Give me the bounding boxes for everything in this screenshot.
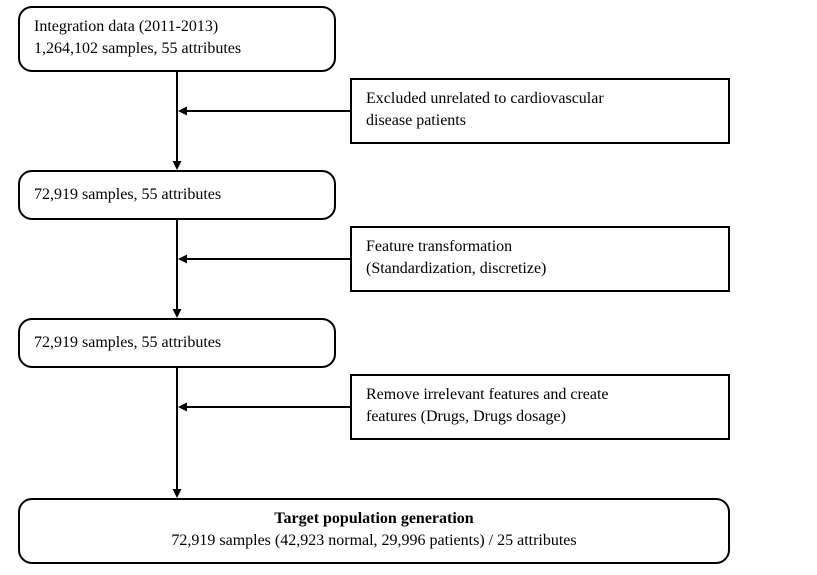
node-after-exclude-text: 72,919 samples, 55 attributes	[34, 184, 221, 206]
side-excluded-line2: disease patients	[366, 110, 714, 132]
side-remove-create-line1: Remove irrelevant features and create	[366, 384, 714, 406]
side-excluded: Excluded unrelated to cardiovascular dis…	[350, 78, 730, 144]
node-target-title: Target population generation	[34, 508, 714, 530]
node-after-exclude: 72,919 samples, 55 attributes	[18, 170, 336, 220]
node-after-transform: 72,919 samples, 55 attributes	[18, 318, 336, 368]
side-feature-transform: Feature transformation (Standardization,…	[350, 226, 730, 292]
node-target-line2: 72,919 samples (42,923 normal, 29,996 pa…	[34, 530, 714, 552]
side-excluded-line1: Excluded unrelated to cardiovascular	[366, 88, 714, 110]
side-feature-transform-line2: (Standardization, discretize)	[366, 258, 714, 280]
side-feature-transform-line1: Feature transformation	[366, 236, 714, 258]
node-integration-line1: Integration data (2011-2013)	[34, 16, 320, 38]
node-integration-line2: 1,264,102 samples, 55 attributes	[34, 38, 320, 60]
node-after-transform-text: 72,919 samples, 55 attributes	[34, 332, 221, 354]
node-target-population: Target population generation 72,919 samp…	[18, 498, 730, 564]
side-remove-create-line2: features (Drugs, Drugs dosage)	[366, 406, 714, 428]
node-integration-data: Integration data (2011-2013) 1,264,102 s…	[18, 6, 336, 72]
side-remove-create: Remove irrelevant features and create fe…	[350, 374, 730, 440]
